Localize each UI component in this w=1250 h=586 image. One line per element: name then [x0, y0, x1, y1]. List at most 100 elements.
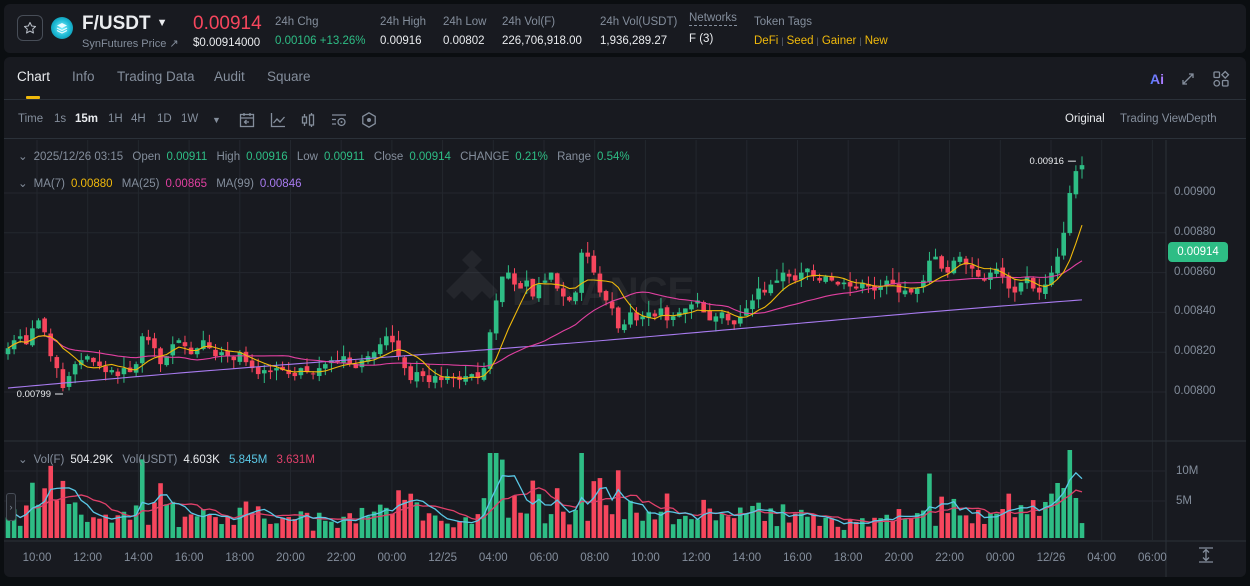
interval-more-dropdown[interactable]: ▼	[212, 115, 221, 125]
stat-label: Token Tags	[754, 16, 812, 28]
price-axis-label: 0.00800	[1174, 385, 1216, 397]
price-axis-label: 0.00880	[1174, 225, 1216, 238]
vol-base-label: Vol(F)	[33, 454, 65, 466]
time-axis-label: 16:00	[174, 552, 204, 564]
ma99-value: 0.00846	[259, 178, 302, 190]
active-tab-indicator	[26, 96, 40, 99]
time-axis-label: 00:00	[985, 552, 1015, 564]
view-trading-view[interactable]: Trading View	[1120, 113, 1187, 125]
stat-24h-high: 24h High 0.00916	[380, 16, 426, 47]
price-axis-label: 0.00900	[1174, 186, 1216, 198]
chart-settings-list-icon[interactable]	[330, 111, 348, 129]
interval-1h[interactable]: 1H	[108, 113, 123, 125]
stat-label[interactable]: Networks	[689, 12, 737, 26]
tag-new[interactable]: New	[864, 35, 888, 47]
range-value: 0.54%	[597, 151, 630, 163]
time-axis-label: 22:00	[935, 552, 964, 564]
tag-defi[interactable]: DeFi	[754, 35, 779, 47]
collapse-chevron-icon[interactable]: ⌄	[18, 151, 28, 163]
legend-datetime: 2025/12/26 03:15	[33, 151, 124, 163]
indicator-icon[interactable]	[269, 111, 287, 129]
caret-down-icon: ▼	[212, 115, 221, 125]
stat-value: 0.00106 +13.26%	[275, 35, 366, 47]
tab-info[interactable]: Info	[72, 69, 95, 84]
time-axis-label: 20:00	[276, 552, 305, 564]
pair-selector[interactable]: F/USDT ▼	[82, 13, 168, 35]
interval-1s[interactable]: 1s	[54, 113, 67, 125]
layout-grid-icon[interactable]	[1212, 70, 1230, 88]
ohlc-legend: ⌄ 2025/12/26 03:15 Open 0.00911 High 0.0091…	[18, 149, 636, 163]
collapse-chevron-icon[interactable]: ⌄	[18, 178, 28, 190]
auto-fit-scale-icon[interactable]	[1196, 545, 1216, 565]
time-axis-label: 12/25	[428, 552, 457, 564]
time-axis-label: 18:00	[833, 552, 863, 564]
tab-square[interactable]: Square	[267, 69, 311, 84]
star-icon	[23, 21, 37, 34]
low-label: Low	[296, 151, 318, 163]
expand-sidebar-handle[interactable]: ›	[6, 493, 16, 521]
stat-value: 0.00802	[443, 35, 485, 47]
stat-networks[interactable]: Networks F (3)	[689, 12, 737, 45]
stat-label: 24h Vol(F)	[502, 16, 556, 28]
price-axis-label: 0.00840	[1174, 305, 1216, 318]
time-axis-label: 16:00	[783, 552, 812, 564]
stat-24h-low: 24h Low 0.00802	[443, 16, 486, 47]
view-depth[interactable]: Depth	[1186, 113, 1217, 125]
ma-legend: ⌄ MA(7) 0.00880 MA(25) 0.00865 MA(99) 0.0084…	[18, 176, 308, 190]
layers-icon	[56, 23, 68, 34]
pair-name: F/USDT	[82, 13, 151, 34]
volume-axis-10m: 10M	[1176, 465, 1199, 477]
stat-value: 0.00916	[380, 35, 422, 47]
time-axis-label: 20:00	[884, 552, 914, 564]
time-axis-label: 10:00	[22, 552, 52, 564]
ticker-header: F/USDT ▼ SynFutures Price ↗ 0.00914 $0.00…	[4, 4, 1246, 53]
time-axis-label: 14:00	[124, 552, 153, 564]
price-axis-label: 0.00860	[1174, 265, 1216, 278]
source-price-link[interactable]: SynFutures Price ↗	[82, 38, 179, 50]
tag-gainer[interactable]: Gainer	[821, 35, 857, 47]
open-label: Open	[132, 151, 161, 163]
candlestick-chart[interactable]: BINANCE 0.00916 0.00799 ⌄ 2025/12/26 03:15 …	[4, 140, 1246, 577]
open-value: 0.00911	[166, 151, 208, 163]
svg-text:0.00799: 0.00799	[17, 389, 51, 400]
panel-tabs: Chart Info Trading Data Audit Square Ai	[4, 57, 1246, 100]
chevron-right-icon: ›	[9, 502, 13, 512]
settings-hex-icon[interactable]	[360, 111, 378, 129]
ai-assistant-button[interactable]: Ai	[1150, 71, 1164, 87]
collapse-chevron-icon[interactable]: ⌄	[18, 454, 28, 466]
time-axis-label: 10:00	[631, 552, 660, 564]
volume-legend: ⌄ Vol(F) 504.29K Vol(USDT) 4.603K 5.845M 3.…	[18, 452, 321, 466]
close-value: 0.00914	[409, 151, 451, 163]
interval-15m[interactable]: 15m	[75, 113, 99, 125]
expand-icon[interactable]	[1180, 71, 1196, 87]
time-axis-label: 04:00	[1087, 552, 1117, 564]
ma7-label: MA(7)	[33, 178, 65, 190]
current-price-tag: 0.00914	[1168, 242, 1228, 262]
time-axis-label: 00:00	[377, 552, 407, 564]
tag-seed[interactable]: Seed	[786, 35, 814, 47]
tab-chart[interactable]: Chart	[17, 69, 51, 84]
last-price: 0.00914	[193, 13, 262, 34]
change-label: CHANGE	[460, 151, 510, 163]
ma99-label: MA(99)	[216, 178, 254, 190]
price-axis-label: 0.00820	[1174, 345, 1216, 358]
interval-1w[interactable]: 1W	[181, 113, 199, 125]
view-original[interactable]: Original	[1065, 113, 1105, 125]
interval-1d[interactable]: 1D	[157, 113, 172, 125]
svg-text:BINANCE: BINANCE	[512, 270, 694, 314]
token-tags: Token Tags DeFi | Seed | Gainer | New	[754, 16, 888, 47]
vol-quote-label: Vol(USDT)	[122, 454, 178, 466]
chart-canvas[interactable]: BINANCE 0.00916 0.00799	[4, 140, 1246, 577]
tab-trading-data[interactable]: Trading Data	[117, 69, 195, 84]
stat-label: 24h Low	[443, 16, 487, 28]
tab-audit[interactable]: Audit	[214, 69, 245, 84]
candle-type-icon[interactable]	[299, 111, 317, 129]
change-value: 0.21%	[515, 151, 548, 163]
calendar-jump-icon[interactable]	[238, 111, 256, 129]
interval-4h[interactable]: 4H	[131, 113, 146, 125]
caret-down-icon: ▼	[156, 17, 168, 29]
stat-value: 226,706,918.00	[502, 35, 582, 47]
time-axis-label: 12/26	[1036, 552, 1066, 564]
coin-logo	[51, 17, 73, 39]
favorite-button[interactable]	[17, 15, 43, 41]
